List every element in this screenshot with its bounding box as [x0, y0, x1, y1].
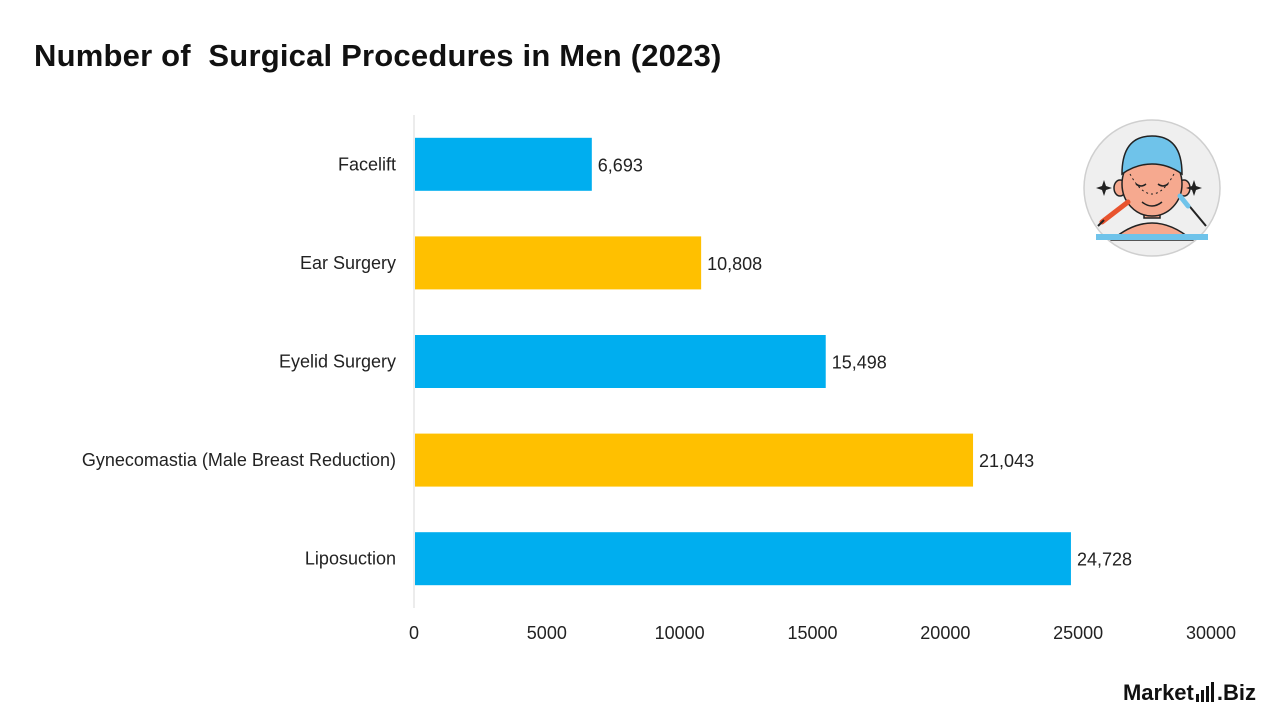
bar [415, 137, 592, 191]
data-label: 6,693 [598, 155, 643, 175]
category-label: Ear Surgery [300, 253, 396, 273]
x-tick-label: 5000 [527, 623, 567, 643]
brand-name-part-a: Market [1122, 680, 1194, 705]
chart-title: Number of Surgical Procedures in Men (20… [34, 38, 722, 73]
category-label: Gynecomastia (Male Breast Reduction) [82, 450, 396, 470]
bar [415, 433, 974, 487]
x-tick-label: 20000 [920, 623, 970, 643]
data-label: 24,728 [1077, 550, 1132, 570]
x-tick-label: 30000 [1186, 623, 1236, 643]
bar [415, 236, 702, 290]
brand-logo: Market .Biz [1123, 676, 1256, 706]
data-label: 15,498 [832, 353, 887, 373]
data-label: 10,808 [707, 254, 762, 274]
bar [415, 335, 826, 388]
x-tick-label: 0 [409, 623, 419, 643]
category-label: Eyelid Surgery [279, 352, 396, 372]
signal-bars-icon [1195, 676, 1216, 702]
x-tick-label: 10000 [655, 623, 705, 643]
male-cosmetic-surgery-face-icon [1083, 119, 1221, 257]
category-label: Facelift [338, 154, 396, 174]
bar [415, 532, 1071, 586]
data-label: 21,043 [979, 451, 1034, 471]
brand-name-part-b: .Biz [1216, 680, 1256, 705]
x-tick-label: 25000 [1053, 623, 1103, 643]
x-tick-label: 15000 [787, 623, 837, 643]
category-label: Liposuction [305, 549, 396, 569]
